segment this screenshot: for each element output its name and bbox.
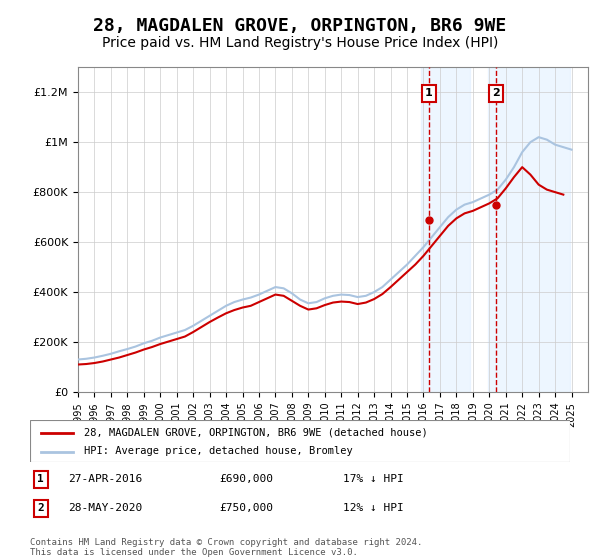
Text: HPI: Average price, detached house, Bromley: HPI: Average price, detached house, Brom… (84, 446, 353, 456)
FancyBboxPatch shape (30, 420, 570, 462)
Text: 27-APR-2016: 27-APR-2016 (68, 474, 142, 484)
Text: Contains HM Land Registry data © Crown copyright and database right 2024.
This d: Contains HM Land Registry data © Crown c… (30, 538, 422, 557)
Text: 2: 2 (37, 503, 44, 513)
Bar (421, 67, 470, 392)
Text: 1: 1 (425, 88, 433, 98)
Text: 17% ↓ HPI: 17% ↓ HPI (343, 474, 404, 484)
Text: Price paid vs. HM Land Registry's House Price Index (HPI): Price paid vs. HM Land Registry's House … (102, 36, 498, 50)
Text: 28, MAGDALEN GROVE, ORPINGTON, BR6 9WE (detached house): 28, MAGDALEN GROVE, ORPINGTON, BR6 9WE (… (84, 428, 428, 437)
Text: 12% ↓ HPI: 12% ↓ HPI (343, 503, 404, 513)
Text: £690,000: £690,000 (219, 474, 273, 484)
Text: 28-MAY-2020: 28-MAY-2020 (68, 503, 142, 513)
Bar (488, 67, 570, 392)
Text: 28, MAGDALEN GROVE, ORPINGTON, BR6 9WE: 28, MAGDALEN GROVE, ORPINGTON, BR6 9WE (94, 17, 506, 35)
Text: £750,000: £750,000 (219, 503, 273, 513)
Text: 1: 1 (37, 474, 44, 484)
Text: 2: 2 (492, 88, 500, 98)
